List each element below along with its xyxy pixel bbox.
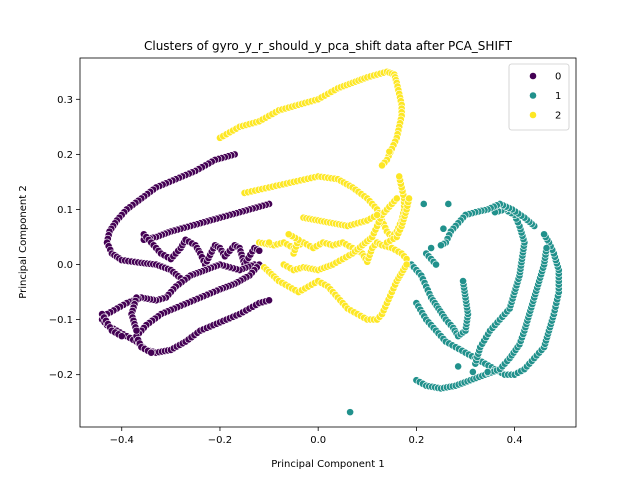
data-point <box>284 230 293 239</box>
data-point <box>439 224 448 233</box>
y-tick-label: −0.1 <box>49 315 73 326</box>
legend-marker <box>529 111 537 119</box>
data-point <box>385 147 394 156</box>
data-point <box>395 172 404 181</box>
y-tick-label: 0.0 <box>57 260 73 271</box>
y-axis: −0.2 −0.1 0.0 0.1 0.2 0.3 <box>49 95 80 381</box>
data-point <box>117 332 126 341</box>
data-point <box>405 194 413 203</box>
plot-frame <box>79 57 577 428</box>
y-tick-label: −0.2 <box>49 370 73 381</box>
data-point <box>265 296 273 305</box>
data-point <box>346 408 354 417</box>
legend-label: 0 <box>555 72 561 83</box>
x-axis-label: Principal Component 1 <box>271 459 384 470</box>
data-point <box>437 241 445 250</box>
x-tick-label: 0.2 <box>408 435 424 446</box>
data-point <box>265 238 273 247</box>
data-point <box>444 200 453 208</box>
data-point <box>427 244 436 252</box>
y-tick-label: 0.2 <box>57 150 73 161</box>
y-tick-label: 0.3 <box>57 95 73 106</box>
data-point <box>419 200 428 208</box>
y-axis-label: Principal Component 2 <box>18 185 29 298</box>
series-1-points <box>346 200 563 417</box>
data-point <box>542 244 551 252</box>
legend-marker <box>529 91 537 100</box>
data-point <box>378 161 386 170</box>
x-tick-label: −0.2 <box>208 435 232 446</box>
data-point <box>255 246 264 255</box>
x-axis: −0.4 −0.2 0.0 0.2 0.4 <box>110 427 523 446</box>
data-point <box>454 362 463 371</box>
series-2-points <box>216 67 413 324</box>
legend: 0 1 2 <box>508 63 570 131</box>
data-point <box>483 368 492 376</box>
legend-box <box>508 63 570 131</box>
data-point <box>132 326 141 335</box>
data-point <box>147 348 156 357</box>
y-tick-label: 0.1 <box>57 205 73 216</box>
data-point <box>540 230 548 239</box>
chart-title: Clusters of gyro_y_r_should_y_pca_shift … <box>144 39 513 53</box>
series-0-points <box>98 150 273 357</box>
data-point <box>468 368 477 376</box>
data-points-layer <box>98 67 563 417</box>
x-tick-label: 0.4 <box>507 435 523 446</box>
legend-marker <box>529 72 537 80</box>
data-point <box>373 211 382 219</box>
data-point <box>392 194 401 203</box>
data-point <box>432 260 440 269</box>
legend-label: 1 <box>555 91 561 102</box>
x-tick-label: −0.4 <box>110 435 134 446</box>
x-tick-label: 0.0 <box>310 435 326 446</box>
data-point <box>459 277 467 285</box>
data-point <box>402 260 411 269</box>
legend-label: 2 <box>555 111 561 122</box>
